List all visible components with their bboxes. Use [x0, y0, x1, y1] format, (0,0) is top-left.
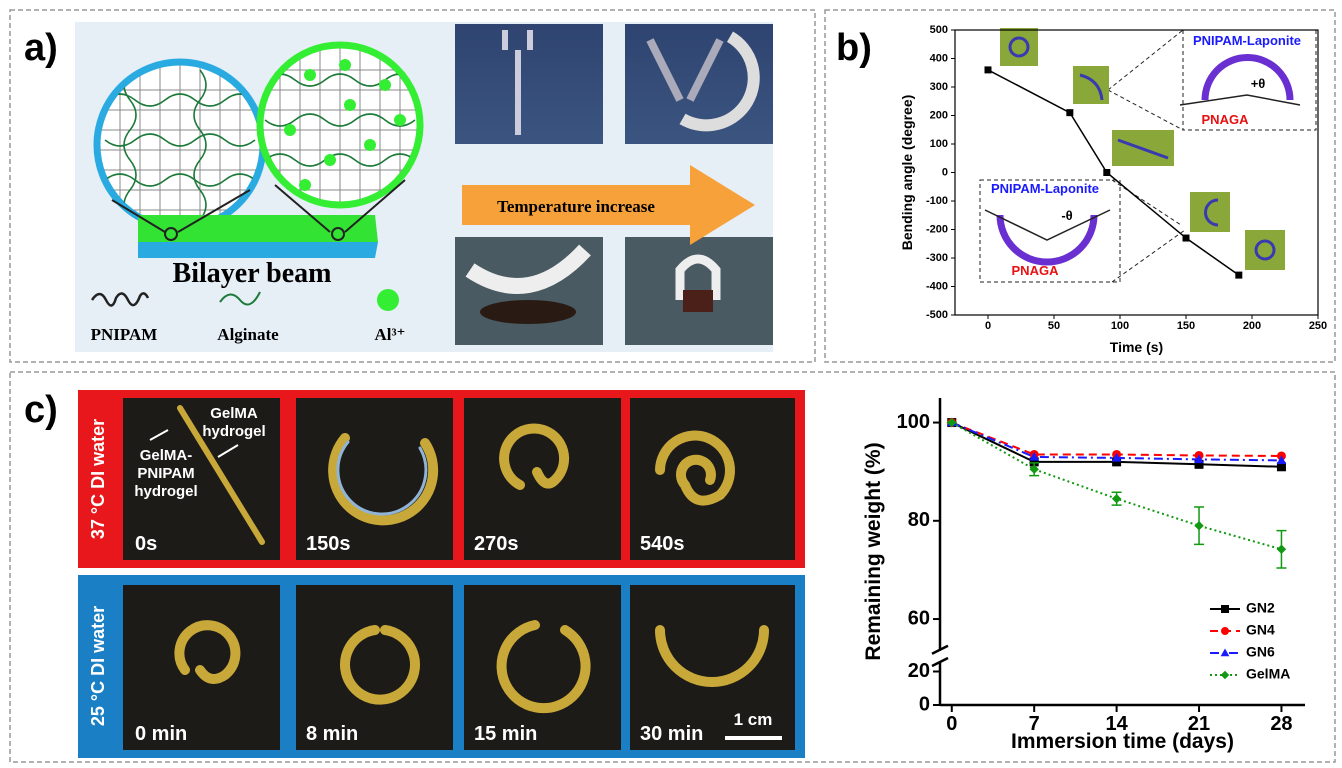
panel-label: b) [836, 27, 872, 69]
illustration-circle [304, 69, 316, 81]
marker [1183, 235, 1189, 241]
illustration-rect [1245, 230, 1285, 270]
time-label: 15 min [474, 723, 537, 745]
illustration-rect [1073, 66, 1109, 104]
time-label: 0s [135, 533, 157, 555]
y-axis-label: Remaining weight (%) [862, 442, 885, 660]
y-tick-label: 0 [942, 166, 948, 178]
y-tick-label: 100 [930, 138, 948, 150]
y-axis-label: Bending angle (degree) [899, 95, 915, 251]
x-tick-label: 0 [985, 320, 991, 332]
x-tick-label: 0 [946, 713, 957, 735]
time-label: 8 min [306, 723, 358, 745]
figure: a) Bilayer beam PNIPAM Alginate Al³⁺ Tem… [0, 0, 1342, 768]
sample-label: hydrogel [202, 423, 265, 440]
illustration-circle [339, 59, 351, 71]
x-tick-label: 250 [1309, 320, 1327, 332]
legend-label: GN4 [1246, 622, 1275, 638]
legend-label: GN2 [1246, 600, 1275, 616]
illustration-rect [683, 290, 713, 312]
annotation: +θ [1251, 76, 1266, 91]
annotation: PNAGA [1012, 263, 1060, 278]
annotation: -θ [1061, 208, 1072, 223]
beam-label: Bilayer beam [173, 258, 332, 289]
annotation: PNIPAM-Laponite [991, 181, 1099, 196]
illustration-polygon [138, 242, 378, 258]
y-tick-label: 0 [919, 693, 930, 715]
legend-label: GN6 [1246, 644, 1275, 660]
arrow-label: Temperature increase [497, 197, 655, 216]
row-label: 25 °C DI water [88, 606, 108, 726]
scale-bar-label: 1 cm [734, 710, 773, 729]
x-axis-label: Time (s) [1110, 339, 1163, 355]
sample-label: hydrogel [134, 483, 197, 500]
sample-label: PNIPAM [137, 465, 194, 482]
y-tick-label: 400 [930, 52, 948, 64]
y-tick-label: 300 [930, 81, 948, 93]
y-tick-label: 500 [930, 24, 948, 36]
y-tick-label: 20 [908, 660, 930, 682]
sample-label: GelMA [210, 405, 258, 422]
marker [985, 67, 991, 73]
legend-label: Alginate [217, 325, 279, 344]
legend-label: Al³⁺ [374, 325, 405, 344]
illustration-circle [377, 289, 399, 311]
y-tick-label: -500 [926, 309, 948, 321]
y-tick-label: 80 [908, 509, 930, 531]
illustration-circle [299, 179, 311, 191]
marker [1222, 628, 1229, 635]
illustration-circle [324, 154, 336, 166]
illustration-circle [379, 79, 391, 91]
x-axis-label: Immersion time (days) [1011, 730, 1234, 753]
time-label: 270s [474, 533, 519, 555]
x-tick-label: 28 [1270, 713, 1292, 735]
illustration-rect [1000, 28, 1038, 66]
legend-label: PNIPAM [91, 325, 158, 344]
row-label: 37 °C DI water [88, 419, 108, 539]
illustration-circle [394, 114, 406, 126]
y-tick-label: 100 [897, 411, 930, 433]
panel-a: a) Bilayer beam PNIPAM Alginate Al³⁺ Tem… [10, 10, 815, 362]
y-tick-label: -400 [926, 280, 948, 292]
y-tick-label: -100 [926, 195, 948, 207]
sample-label: GelMA- [140, 447, 193, 464]
x-tick-label: 200 [1243, 320, 1261, 332]
x-tick-label: 50 [1048, 320, 1060, 332]
illustration-ellipse [480, 300, 576, 324]
y-tick-label: -300 [926, 252, 948, 264]
time-label: 150s [306, 533, 351, 555]
panel-label: c) [24, 389, 58, 431]
illustration-circle [344, 99, 356, 111]
time-label: 540s [640, 533, 685, 555]
legend-label: GelMA [1246, 666, 1290, 682]
marker [1222, 606, 1229, 613]
marker [1104, 170, 1110, 176]
marker [1067, 110, 1073, 116]
annotation: PNAGA [1202, 112, 1250, 127]
marker [1236, 272, 1242, 278]
illustration-circle [364, 139, 376, 151]
y-tick-label: -200 [926, 223, 948, 235]
x-tick-label: 150 [1177, 320, 1195, 332]
time-label: 30 min [640, 723, 703, 745]
illustration-rect [1190, 192, 1230, 232]
time-label: 0 min [135, 723, 187, 745]
annotation: PNIPAM-Laponite [1193, 33, 1301, 48]
illustration-circle [284, 124, 296, 136]
panel-label: a) [24, 27, 58, 69]
y-tick-label: 60 [908, 607, 930, 629]
y-tick-label: 200 [930, 109, 948, 121]
x-tick-label: 100 [1111, 320, 1129, 332]
